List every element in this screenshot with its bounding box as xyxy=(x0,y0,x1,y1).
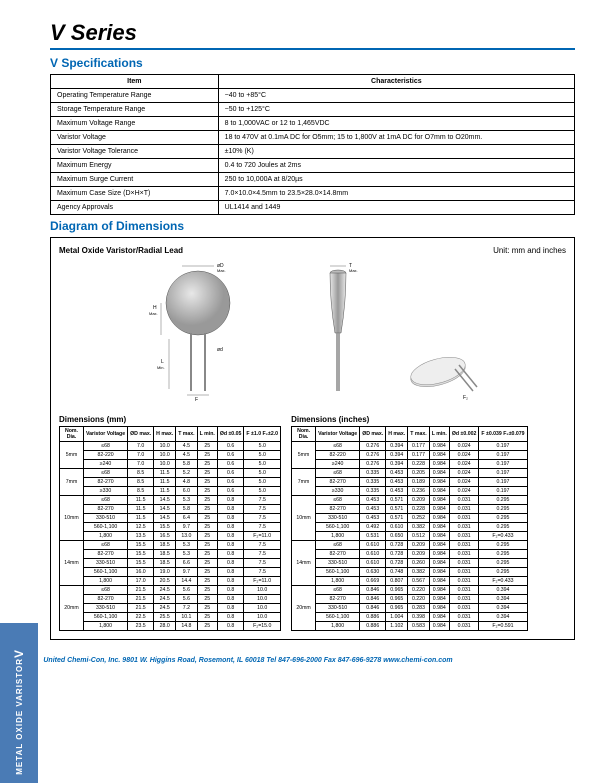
svg-text:Max.: Max. xyxy=(217,268,226,273)
char-item: Storage Temperature Range xyxy=(51,103,219,117)
spec-section-title: V Specifications xyxy=(50,56,575,70)
char-item: Varistor Voltage Tolerance xyxy=(51,145,219,159)
char-val: ±10% (K) xyxy=(218,145,574,159)
varistor-front-svg: HMax. LMin. øDMax. ød F xyxy=(143,261,273,401)
char-item: Operating Temperature Range xyxy=(51,89,219,103)
char-item: Maximum Surge Current xyxy=(51,173,219,187)
diagram-title: Metal Oxide Varistor/Radial Lead xyxy=(59,246,183,255)
char-val: 250 to 10,000A at 8/20µs xyxy=(218,173,574,187)
diagram-unit: Unit: mm and inches xyxy=(493,246,566,255)
dim-in-table: Nom. Dia.Varistor VoltageØD max.H max.T … xyxy=(291,426,527,631)
footer: 132 United Chemi-Con, Inc. 9801 W. Higgi… xyxy=(0,650,603,675)
footer-text: United Chemi-Con, Inc. 9801 W. Higgins R… xyxy=(43,657,452,664)
dim-mm-title: Dimensions (mm) xyxy=(59,415,281,424)
char-val: 0.4 to 720 Joules at 2ms xyxy=(218,159,574,173)
characteristics-table: Item Characteristics Operating Temperatu… xyxy=(50,74,575,215)
dim-in-title: Dimensions (inches) xyxy=(291,415,527,424)
svg-text:Min.: Min. xyxy=(157,365,165,370)
diag-section-title: Diagram of Dimensions xyxy=(50,219,575,233)
svg-text:Max.: Max. xyxy=(149,311,158,316)
char-val: 7.0×10.0×4.5mm to 23.5×28.0×14.8mm xyxy=(218,187,574,201)
char-item: Agency Approvals xyxy=(51,201,219,215)
char-item: Varistor Voltage xyxy=(51,131,219,145)
char-item: Maximum Voltage Range xyxy=(51,117,219,131)
svg-text:ød: ød xyxy=(217,347,223,353)
char-item: Maximum Energy xyxy=(51,159,219,173)
char-th-char: Characteristics xyxy=(218,75,574,89)
svg-text:F₂: F₂ xyxy=(463,395,468,401)
dim-mm-table: Nom. Dia.Varistor VoltageØD max.H max.T … xyxy=(59,426,281,631)
diagram-drawings: HMax. LMin. øDMax. ød F TMax. xyxy=(59,261,566,401)
side-tab-label: METAL OXIDE VARISTOR xyxy=(15,658,24,775)
char-th-item: Item xyxy=(51,75,219,89)
varistor-side-svg: TMax. xyxy=(313,261,363,401)
char-item: Maximum Case Size (D×H×T) xyxy=(51,187,219,201)
page-content: V Series V Specifications Item Character… xyxy=(0,0,603,650)
char-val: −50 to +125°C xyxy=(218,103,574,117)
series-title: V Series xyxy=(50,20,575,50)
char-val: 18 to 470V at 0.1mA DC for O5mm; 15 to 1… xyxy=(218,131,574,145)
varistor-oblique-svg: F₂ xyxy=(403,351,483,401)
char-val: UL1414 and 1449 xyxy=(218,201,574,215)
svg-text:Max.: Max. xyxy=(349,268,358,273)
svg-text:F: F xyxy=(195,397,198,401)
char-val: 8 to 1,000VAC or 12 to 1,465VDC xyxy=(218,117,574,131)
char-val: −40 to +85°C xyxy=(218,89,574,103)
diagram-box: Metal Oxide Varistor/Radial Lead Unit: m… xyxy=(50,237,575,640)
